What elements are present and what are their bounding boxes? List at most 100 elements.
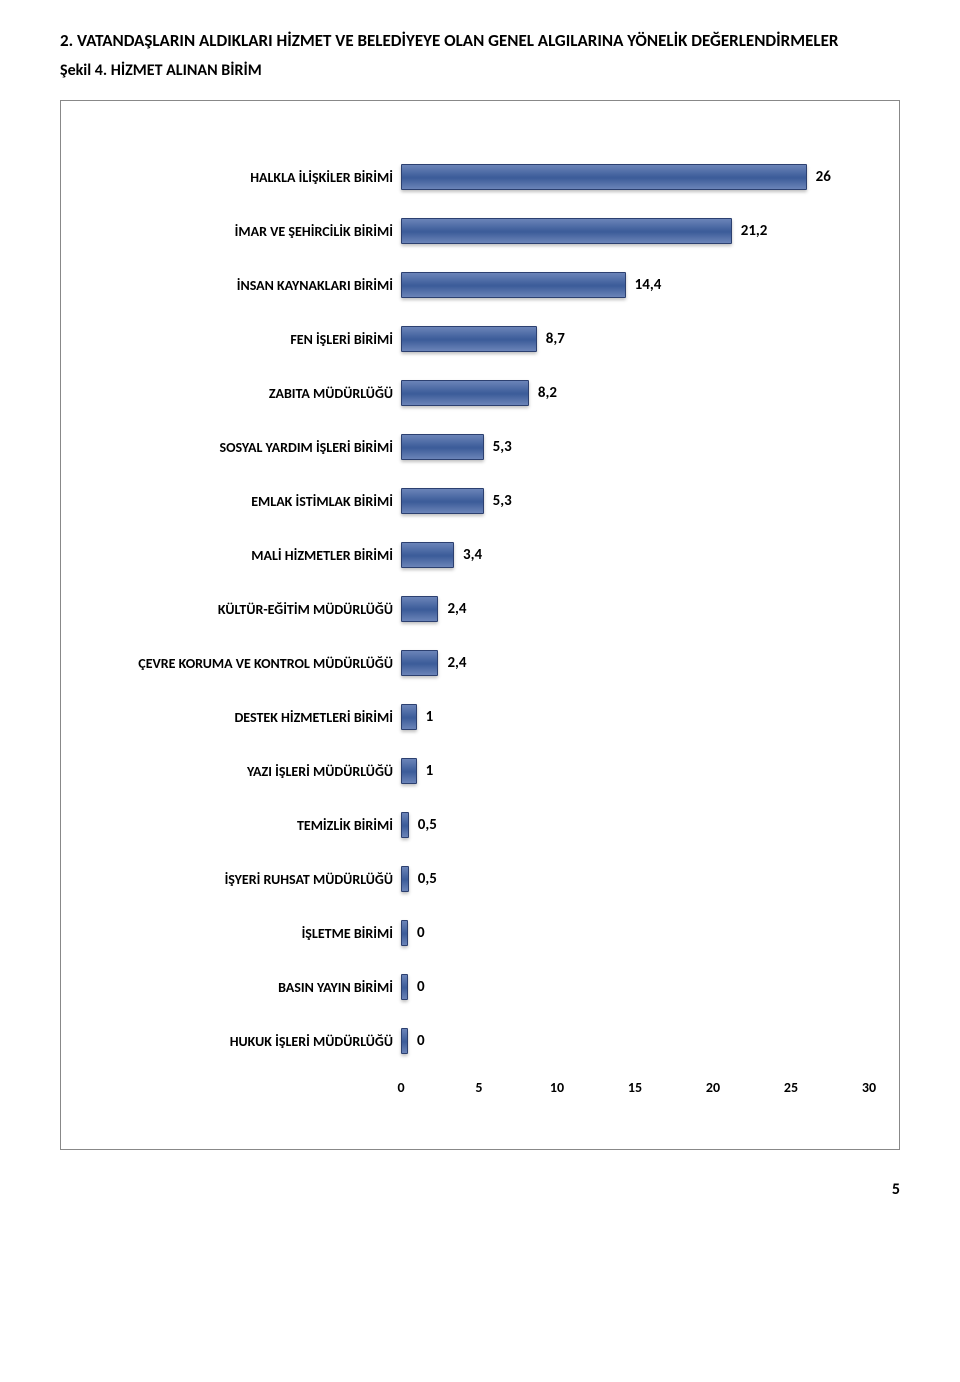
bar-track: 1 [401, 703, 869, 731]
bar-value: 1 [416, 708, 434, 726]
bar-row: ÇEVRE KORUMA VE KONTROL MÜDÜRLÜĞÜ2,4 [91, 647, 869, 679]
bar-row: ZABITA MÜDÜRLÜĞÜ8,2 [91, 377, 869, 409]
bar-value: 2,4 [437, 654, 466, 672]
bar-row: KÜLTÜR-EĞİTİM MÜDÜRLÜĞÜ2,4 [91, 593, 869, 625]
x-axis-tick: 10 [550, 1079, 564, 1096]
bar-track: 3,4 [401, 541, 869, 569]
bar: 0,5 [401, 866, 409, 892]
bar-row: İMAR VE ŞEHİRCİLİK BİRİMİ21,2 [91, 215, 869, 247]
bar-track: 2,4 [401, 595, 869, 623]
bar-row: TEMİZLİK BİRİMİ0,5 [91, 809, 869, 841]
bar-track: 5,3 [401, 433, 869, 461]
x-axis: 051015202530 [91, 1079, 869, 1109]
bar-track: 0 [401, 1027, 869, 1055]
bar-value: 21,2 [731, 222, 768, 240]
bar-value: 0,5 [408, 870, 437, 888]
bar-row: YAZI İŞLERİ MÜDÜRLÜĞÜ1 [91, 755, 869, 787]
bar-track: 0 [401, 973, 869, 1001]
bar: 21,2 [401, 218, 732, 244]
bar-label: TEMİZLİK BİRİMİ [91, 817, 401, 834]
x-axis-tick: 15 [628, 1079, 642, 1096]
bar-value: 5,3 [483, 492, 512, 510]
bar-track: 0,5 [401, 811, 869, 839]
bar-label: YAZI İŞLERİ MÜDÜRLÜĞÜ [91, 763, 401, 780]
bar-value: 0 [407, 978, 425, 996]
bar-track: 0 [401, 919, 869, 947]
bar-label: MALİ HİZMETLER BİRİMİ [91, 547, 401, 564]
bar: 0 [401, 1028, 408, 1054]
bar-row: SOSYAL YARDIM İŞLERİ BİRİMİ5,3 [91, 431, 869, 463]
bar-value: 26 [806, 168, 831, 186]
bar-row: HUKUK İŞLERİ MÜDÜRLÜĞÜ0 [91, 1025, 869, 1057]
bar-value: 8,7 [536, 330, 565, 348]
section-heading: 2. VATANDAŞLARIN ALDIKLARI HİZMET VE BEL… [60, 30, 900, 51]
bar: 5,3 [401, 434, 484, 460]
bar-row: BASIN YAYIN BİRİMİ0 [91, 971, 869, 1003]
bar-label: İŞLETME BİRİMİ [91, 925, 401, 942]
bar-track: 1 [401, 757, 869, 785]
bar-value: 0 [407, 924, 425, 942]
bar: 1 [401, 758, 417, 784]
bar-value: 2,4 [437, 600, 466, 618]
bar-value: 14,4 [625, 276, 662, 294]
figure-label: Şekil 4. HİZMET ALINAN BİRİM [60, 61, 900, 80]
bar-value: 3,4 [453, 546, 482, 564]
bar-row: HALKLA İLİŞKİLER BİRİMİ26 [91, 161, 869, 193]
bar: 14,4 [401, 272, 626, 298]
bar-label: EMLAK İSTİMLAK BİRİMİ [91, 493, 401, 510]
bar: 8,7 [401, 326, 537, 352]
bar-label: İNSAN KAYNAKLARI BİRİMİ [91, 277, 401, 294]
bar-label: KÜLTÜR-EĞİTİM MÜDÜRLÜĞÜ [91, 601, 401, 618]
bar-row: İŞYERİ RUHSAT MÜDÜRLÜĞÜ0,5 [91, 863, 869, 895]
bar: 1 [401, 704, 417, 730]
bar-row: EMLAK İSTİMLAK BİRİMİ5,3 [91, 485, 869, 517]
bar-value: 1 [416, 762, 434, 780]
bar-track: 0,5 [401, 865, 869, 893]
x-axis-tick: 5 [475, 1079, 482, 1096]
bar-track: 8,2 [401, 379, 869, 407]
bar-label: DESTEK HİZMETLERİ BİRİMİ [91, 709, 401, 726]
page-number: 5 [60, 1180, 900, 1199]
bar-value: 5,3 [483, 438, 512, 456]
x-axis-tick: 30 [862, 1079, 876, 1096]
bar: 0 [401, 920, 408, 946]
bar-label: FEN İŞLERİ BİRİMİ [91, 331, 401, 348]
bar-label: HUKUK İŞLERİ MÜDÜRLÜĞÜ [91, 1033, 401, 1050]
x-axis-tick: 0 [397, 1079, 404, 1096]
bar-track: 14,4 [401, 271, 869, 299]
chart-container: HALKLA İLİŞKİLER BİRİMİ26İMAR VE ŞEHİRCİ… [60, 100, 900, 1150]
section-number: 2. [60, 30, 73, 51]
bar-track: 21,2 [401, 217, 869, 245]
bar-value: 0 [407, 1032, 425, 1050]
x-axis-tick: 25 [784, 1079, 798, 1096]
bar-row: DESTEK HİZMETLERİ BİRİMİ1 [91, 701, 869, 733]
bar-row: MALİ HİZMETLER BİRİMİ3,4 [91, 539, 869, 571]
bar: 2,4 [401, 650, 438, 676]
bar-label: ZABITA MÜDÜRLÜĞÜ [91, 385, 401, 402]
bar-track: 26 [401, 163, 869, 191]
bar-track: 5,3 [401, 487, 869, 515]
bar: 0 [401, 974, 408, 1000]
bar-track: 2,4 [401, 649, 869, 677]
bar-label: HALKLA İLİŞKİLER BİRİMİ [91, 169, 401, 186]
bar-row: İNSAN KAYNAKLARI BİRİMİ14,4 [91, 269, 869, 301]
bar: 26 [401, 164, 807, 190]
bar-label: BASIN YAYIN BİRİMİ [91, 979, 401, 996]
bar: 2,4 [401, 596, 438, 622]
x-axis-tick: 20 [706, 1079, 720, 1096]
bar: 5,3 [401, 488, 484, 514]
bar-label: İŞYERİ RUHSAT MÜDÜRLÜĞÜ [91, 871, 401, 888]
bar-label: SOSYAL YARDIM İŞLERİ BİRİMİ [91, 439, 401, 456]
bar-chart: HALKLA İLİŞKİLER BİRİMİ26İMAR VE ŞEHİRCİ… [91, 161, 869, 1057]
bar-value: 8,2 [528, 384, 557, 402]
bar-track: 8,7 [401, 325, 869, 353]
bar-row: FEN İŞLERİ BİRİMİ8,7 [91, 323, 869, 355]
bar-row: İŞLETME BİRİMİ0 [91, 917, 869, 949]
bar: 0,5 [401, 812, 409, 838]
bar: 8,2 [401, 380, 529, 406]
bar-label: İMAR VE ŞEHİRCİLİK BİRİMİ [91, 223, 401, 240]
bar-label: ÇEVRE KORUMA VE KONTROL MÜDÜRLÜĞÜ [91, 655, 401, 672]
bar: 3,4 [401, 542, 454, 568]
bar-value: 0,5 [408, 816, 437, 834]
section-title: VATANDAŞLARIN ALDIKLARI HİZMET VE BELEDİ… [77, 30, 838, 51]
